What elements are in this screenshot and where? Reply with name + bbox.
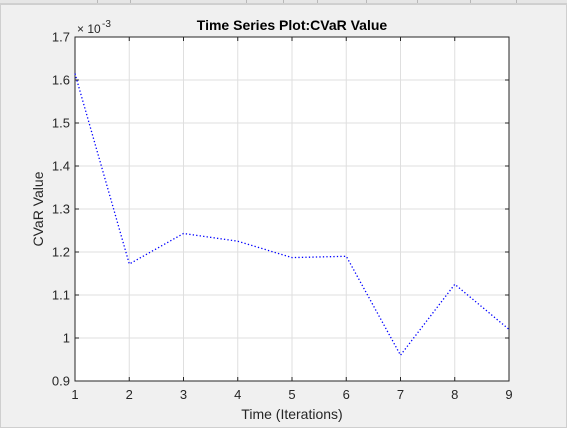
y-tick-label: 1.7 bbox=[52, 30, 70, 45]
x-tick-label: 8 bbox=[451, 387, 458, 402]
window-strip-divider bbox=[516, 0, 517, 3]
x-tick-label: 2 bbox=[126, 387, 133, 402]
y-tick-label: 1.2 bbox=[52, 245, 70, 260]
y-tick-label: 1.3 bbox=[52, 202, 70, 217]
window-strip-divider bbox=[470, 0, 471, 3]
x-tick-label: 9 bbox=[505, 387, 512, 402]
x-tick-label: 1 bbox=[71, 387, 78, 402]
window-strip-divider bbox=[317, 0, 318, 3]
x-tick-label: 3 bbox=[180, 387, 187, 402]
y-tick-label: 1.5 bbox=[52, 116, 70, 131]
y-tick-label: 1.1 bbox=[52, 288, 70, 303]
axis-ticks: 1 2 3 4 5 6 7 8 90.911.11.21.31.41.51.61.7 bbox=[52, 30, 513, 403]
window-strip bbox=[0, 0, 567, 4]
x-tick-label: 7 bbox=[397, 387, 404, 402]
grid bbox=[75, 37, 509, 381]
x-tick-label: 5 bbox=[288, 387, 295, 402]
y-axis-label: CVaR Value bbox=[30, 171, 46, 246]
x-tick-label: 4 bbox=[234, 387, 241, 402]
chart-title: Time Series Plot:CVaR Value bbox=[197, 17, 388, 33]
y-exponent-label: × 10 bbox=[77, 22, 101, 36]
window-strip-divider bbox=[130, 0, 131, 3]
x-axis-label: Time (Iterations) bbox=[241, 406, 342, 422]
y-tick-label: 0.9 bbox=[52, 374, 70, 389]
y-exponent-power: -3 bbox=[102, 19, 111, 30]
y-tick-label: 1 bbox=[63, 331, 70, 346]
window-strip-divider bbox=[246, 0, 247, 3]
series-line bbox=[74, 73, 510, 357]
window-strip-divider bbox=[283, 0, 284, 3]
y-tick-label: 1.4 bbox=[52, 159, 70, 174]
window-strip-divider bbox=[366, 0, 367, 3]
y-tick-label: 1.6 bbox=[52, 73, 70, 88]
x-tick-label: 6 bbox=[343, 387, 350, 402]
series-layer bbox=[74, 73, 510, 357]
window-strip-divider bbox=[97, 0, 98, 3]
window-strip-divider bbox=[417, 0, 418, 3]
